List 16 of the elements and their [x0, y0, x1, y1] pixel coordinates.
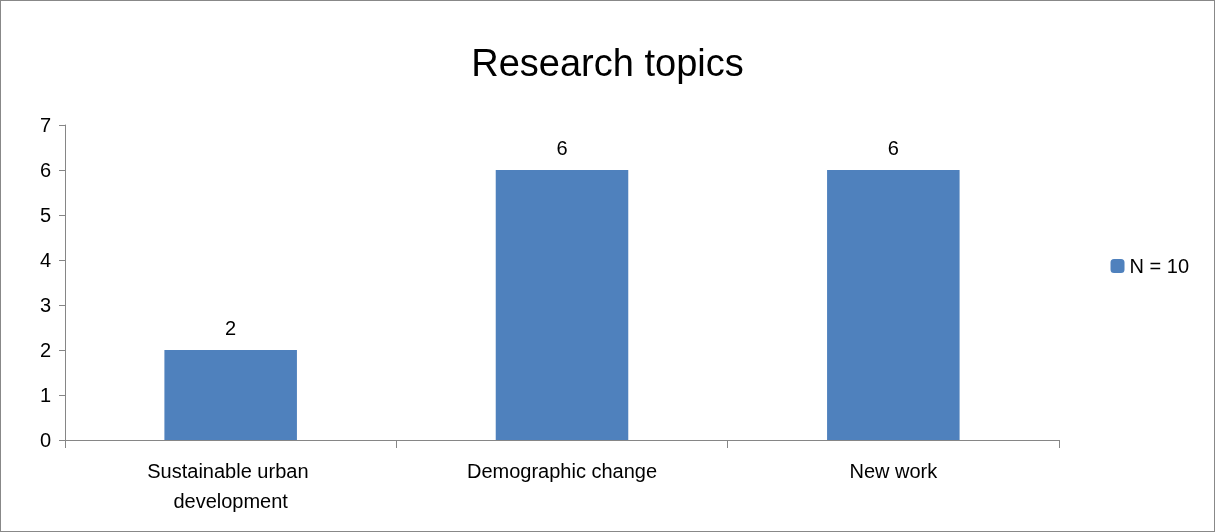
x-tick-label: Demographic change [466, 460, 658, 482]
y-tick-label: 6 [39, 159, 51, 181]
y-tick-label: 4 [39, 249, 51, 271]
legend-label: N = 10 [1129, 255, 1189, 277]
x-tick-label: New work [849, 460, 939, 482]
y-tick-label: 0 [39, 429, 51, 451]
y-tick-label: 7 [39, 114, 51, 136]
y-tick-label: 1 [39, 384, 51, 406]
y-tick-label: 2 [39, 339, 51, 361]
data-label: 6 [556, 137, 568, 159]
chart-title: Research topics [471, 42, 744, 84]
y-tick-label: 3 [39, 294, 51, 316]
y-tick-label: 5 [39, 204, 51, 226]
data-label: 6 [887, 137, 899, 159]
x-tick-label: Sustainable urban development [147, 460, 315, 512]
data-label: 2 [225, 317, 237, 339]
